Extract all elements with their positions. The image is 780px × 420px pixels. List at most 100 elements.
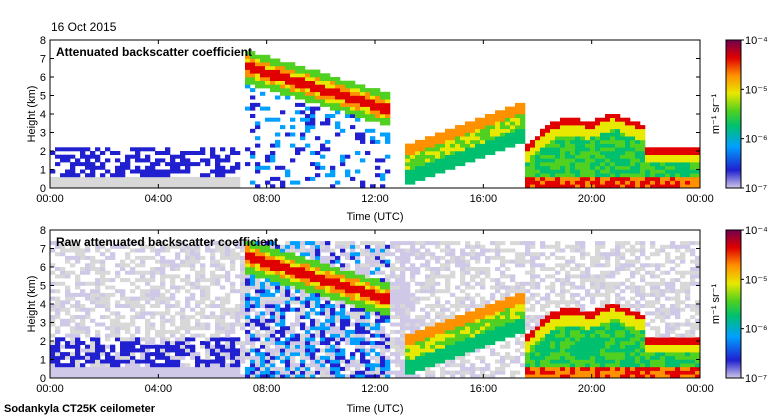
heatmap-cell: [200, 344, 206, 349]
heatmap-cell: [410, 304, 416, 308]
heatmap-cell: [180, 337, 186, 342]
heatmap-cell: [430, 333, 436, 338]
heatmap-cell: [225, 329, 231, 334]
heatmap-cell: [410, 158, 416, 163]
heatmap-cell: [380, 374, 386, 379]
heatmap-cell: [55, 344, 61, 349]
x-tick-label: 00:00: [36, 193, 64, 205]
heatmap-cell: [610, 348, 616, 353]
heatmap-cell: [245, 241, 251, 246]
heatmap-cell: [300, 289, 306, 294]
heatmap-cell: [615, 162, 621, 167]
heatmap-cell: [510, 311, 516, 316]
heatmap-cell: [100, 252, 106, 257]
heatmap-cell: [425, 139, 431, 144]
heatmap-cell: [355, 274, 361, 279]
heatmap-cell: [245, 244, 251, 249]
heatmap-cell: [650, 244, 656, 249]
heatmap-cell: [570, 300, 576, 305]
heatmap-cell: [200, 341, 206, 345]
heatmap-cell: [650, 318, 656, 323]
heatmap-cell: [585, 184, 591, 189]
heatmap-cell: [390, 267, 396, 271]
heatmap-cell: [465, 296, 471, 301]
heatmap-cell: [275, 296, 281, 301]
heatmap-cell: [570, 307, 576, 312]
heatmap-cell: [505, 136, 511, 141]
heatmap-cell: [180, 366, 186, 371]
heatmap-cell: [645, 363, 651, 368]
heatmap-cell: [235, 363, 241, 368]
heatmap-cell: [615, 270, 621, 275]
heatmap-cell: [150, 311, 156, 316]
heatmap-cell: [320, 248, 326, 253]
heatmap-cell: [410, 326, 416, 331]
heatmap-cell: [500, 110, 506, 115]
heatmap-cell: [660, 374, 666, 379]
heatmap-cell: [380, 270, 386, 275]
heatmap-cell: [115, 158, 121, 163]
heatmap-cell: [175, 329, 181, 334]
heatmap-cell: [145, 344, 151, 349]
heatmap-cell: [510, 322, 516, 327]
heatmap-cell: [395, 329, 401, 334]
heatmap-cell: [555, 326, 561, 331]
heatmap-cell: [410, 359, 416, 364]
heatmap-cell: [490, 121, 496, 126]
heatmap-cell: [85, 184, 91, 189]
heatmap-cell: [380, 114, 386, 118]
heatmap-cell: [535, 363, 541, 368]
heatmap-cell: [410, 348, 416, 353]
heatmap-cell: [455, 136, 461, 141]
heatmap-cell: [90, 255, 96, 260]
heatmap-cell: [605, 366, 611, 371]
heatmap-cell: [320, 337, 326, 342]
heatmap-cell: [300, 300, 306, 305]
heatmap-cell: [505, 292, 511, 297]
heatmap-cell: [475, 139, 481, 144]
heatmap-cell: [625, 363, 631, 368]
heatmap-cell: [535, 274, 541, 279]
heatmap-cell: [615, 352, 621, 357]
heatmap-cell: [150, 274, 156, 279]
heatmap-cell: [420, 281, 426, 286]
heatmap-cell: [115, 300, 121, 305]
heatmap-cell: [260, 366, 266, 371]
heatmap-cell: [130, 322, 136, 327]
heatmap-cell: [690, 184, 696, 189]
heatmap-cell: [655, 274, 661, 279]
heatmap-cell: [440, 169, 446, 174]
heatmap-cell: [360, 263, 366, 268]
heatmap-cell: [600, 176, 606, 181]
heatmap-cell: [65, 274, 71, 279]
heatmap-cell: [300, 88, 306, 93]
heatmap-cell: [145, 281, 151, 286]
heatmap-cell: [315, 173, 321, 178]
heatmap-cell: [420, 348, 426, 353]
heatmap-cell: [480, 304, 486, 308]
heatmap-cell: [370, 281, 376, 286]
heatmap-cell: [605, 352, 611, 357]
heatmap-cell: [380, 102, 386, 107]
heatmap-cell: [270, 304, 276, 308]
heatmap-cell: [530, 143, 536, 148]
heatmap-cell: [95, 359, 101, 364]
heatmap-cell: [600, 278, 606, 283]
heatmap-cell: [135, 285, 141, 290]
heatmap-cell: [360, 344, 366, 349]
heatmap-cell: [320, 91, 326, 96]
heatmap-cell: [255, 84, 261, 89]
heatmap-cell: [265, 304, 271, 308]
heatmap-cell: [185, 180, 191, 185]
heatmap-cell: [250, 348, 256, 353]
heatmap-cell: [680, 169, 686, 174]
heatmap-cell: [610, 114, 616, 118]
heatmap-cell: [270, 274, 276, 279]
heatmap-cell: [285, 326, 291, 331]
heatmap-cell: [385, 296, 391, 301]
heatmap-cell: [280, 165, 286, 170]
heatmap-cell: [475, 333, 481, 338]
heatmap-cell: [400, 270, 406, 275]
heatmap-cell: [665, 173, 671, 178]
heatmap-cell: [325, 318, 331, 323]
